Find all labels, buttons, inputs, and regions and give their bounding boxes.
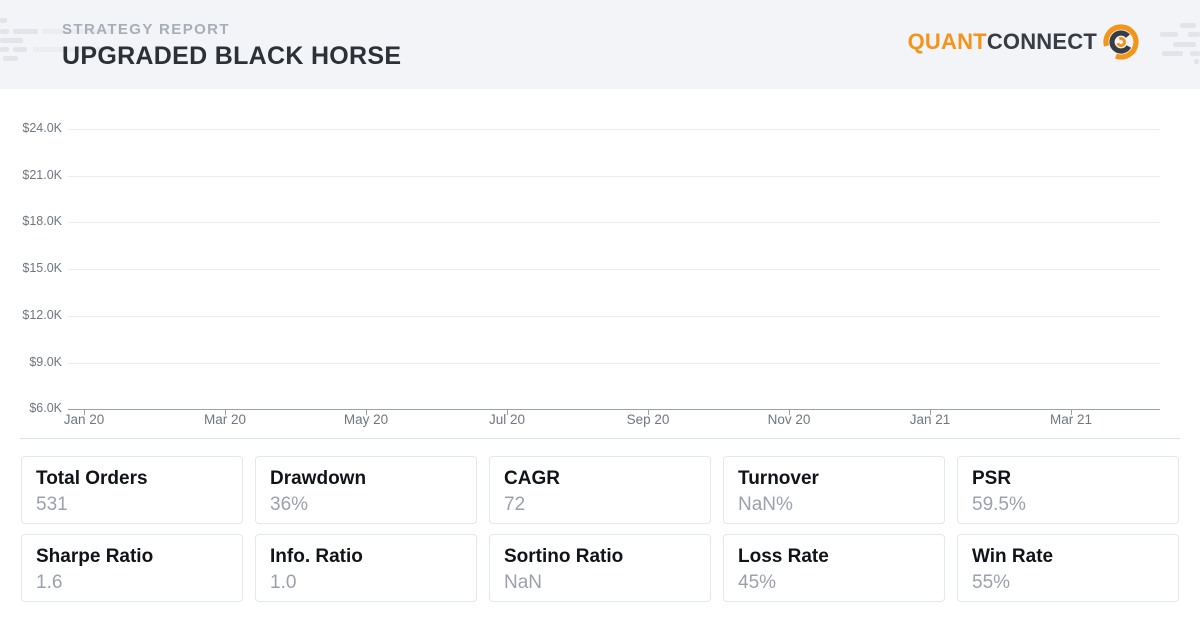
page-title: UPGRADED BLACK HORSE [62, 42, 402, 70]
x-axis-tick-label: Mar 20 [203, 412, 247, 427]
gridline [68, 269, 1160, 270]
x-axis-tick [648, 409, 649, 415]
speed-line [1190, 51, 1200, 56]
stat-card: Loss Rate 45% [723, 534, 945, 602]
stat-label: Info. Ratio [270, 546, 363, 567]
x-axis-tick [930, 409, 931, 415]
stat-card: Sharpe Ratio 1.6 [21, 534, 243, 602]
stat-card: Total Orders 531 [21, 456, 243, 524]
x-axis-tick [789, 409, 790, 415]
stat-card: CAGR 72 [489, 456, 711, 524]
stat-value: 1.6 [36, 572, 63, 593]
gridline [68, 363, 1160, 364]
stats-grid: Total Orders 531 Drawdown 36% CAGR 72 Turnover… [21, 456, 1179, 602]
logo-connect-text: CONNECT [986, 29, 1097, 54]
x-axis-tick-label: Sep 20 [626, 412, 670, 427]
stat-card: Sortino Ratio NaN [489, 534, 711, 602]
stat-value: 1.0 [270, 572, 297, 593]
report-type-label: STRATEGY REPORT [62, 21, 230, 38]
x-axis-tick-label: May 20 [343, 412, 389, 427]
stat-label: Sortino Ratio [504, 546, 624, 567]
x-axis-tick [507, 409, 508, 415]
stat-label: Loss Rate [738, 546, 829, 567]
speed-line [1173, 42, 1196, 47]
speed-line [0, 29, 9, 34]
speed-line [1180, 23, 1196, 28]
stat-value: 45% [738, 572, 777, 593]
stat-label: Drawdown [270, 468, 367, 489]
y-axis-tick-label: $18.0K [22, 214, 62, 228]
y-axis-tick-label: $21.0K [22, 168, 62, 182]
speed-line [13, 29, 38, 34]
stat-label: Turnover [738, 468, 819, 489]
speed-line [0, 18, 7, 23]
speed-line [0, 47, 9, 52]
stat-value: 36% [270, 494, 309, 515]
speed-line [42, 29, 115, 34]
stat-value: 531 [36, 494, 68, 515]
stat-label: CAGR [504, 468, 560, 489]
y-axis-tick-label: $24.0K [22, 121, 62, 135]
y-axis-tick-label: $6.0K [29, 401, 62, 415]
logo-wordmark: QUANTCONNECT [908, 23, 1097, 61]
quantconnect-spiral-icon [1103, 24, 1139, 60]
speed-line [3, 56, 18, 61]
y-axis-tick-label: $12.0K [22, 308, 62, 322]
stat-card: Win Rate 55% [957, 534, 1179, 602]
x-axis-tick [1071, 409, 1072, 415]
speed-line [1162, 51, 1183, 56]
gridline [68, 316, 1160, 317]
stat-label: Total Orders [36, 468, 148, 489]
speed-line [0, 38, 23, 43]
equity-chart: $24.0K $21.0K $18.0K $15.0K $12.0K $9.0K $6.0K… [0, 89, 1200, 438]
stat-value: NaN% [738, 494, 793, 515]
x-axis-line [68, 409, 1160, 410]
speed-line [13, 47, 27, 52]
stat-value: NaN [504, 572, 543, 593]
gridline [68, 129, 1160, 130]
x-axis-tick-label: Jan 20 [63, 412, 105, 427]
speed-line [1188, 32, 1200, 37]
x-axis-tick-label: Jan 21 [909, 412, 951, 427]
y-axis-tick-label: $9.0K [29, 355, 62, 369]
stat-label: Win Rate [972, 546, 1054, 567]
section-divider [20, 438, 1180, 439]
x-axis-tick-label: Jul 20 [488, 412, 526, 427]
x-axis-tick [366, 409, 367, 415]
stat-value: 72 [504, 494, 526, 515]
speed-line [33, 47, 113, 52]
speed-line [1160, 32, 1178, 37]
stat-card: Drawdown 36% [255, 456, 477, 524]
x-axis-tick [84, 409, 85, 415]
report-header: STRATEGY REPORT UPGRADED BLACK HORSE QUA… [0, 0, 1200, 89]
stat-card: Info. Ratio 1.0 [255, 534, 477, 602]
x-axis-tick-label: Nov 20 [767, 412, 811, 427]
stat-label: Sharpe Ratio [36, 546, 154, 567]
x-axis-tick [225, 409, 226, 415]
x-axis-tick-label: Mar 21 [1049, 412, 1093, 427]
speed-line [1194, 59, 1199, 64]
stats-section: Total Orders 531 Drawdown 36% CAGR 72 Turnover… [0, 439, 1200, 602]
stat-card: PSR 59.5% [957, 456, 1179, 524]
stat-value: 59.5% [972, 494, 1026, 515]
gridline [68, 176, 1160, 177]
gridline [68, 222, 1160, 223]
stat-label: PSR [972, 468, 1012, 489]
stat-card: Turnover NaN% [723, 456, 945, 524]
y-axis-tick-label: $15.0K [22, 261, 62, 275]
stat-value: 55% [972, 572, 1011, 593]
logo-quant-text: QUANT [907, 29, 987, 54]
quantconnect-logo: QUANTCONNECT [908, 23, 1140, 61]
